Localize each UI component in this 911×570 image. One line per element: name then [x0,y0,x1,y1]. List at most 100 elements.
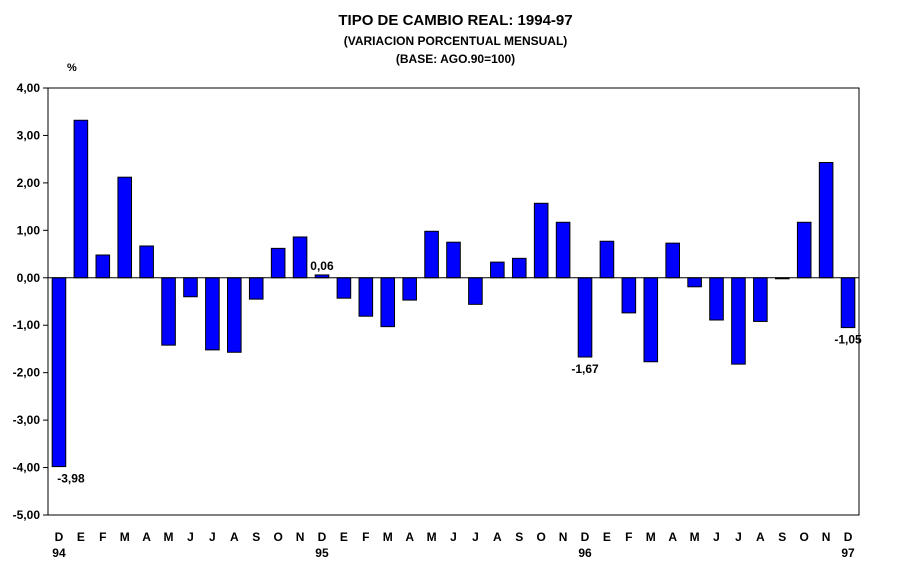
bar [117,176,133,279]
year-label: 97 [841,546,855,560]
x-tick-label: S [252,530,260,544]
x-tick-label: M [427,530,437,544]
x-tick-label: A [493,530,502,544]
y-tick-label: 4,00 [17,81,41,95]
x-axis: D E F M A M J J A S O N D E F M A M J J A S O N D E F M A M J J A S O N D94 9… [52,530,855,560]
x-tick-label: J [735,530,742,544]
y-tick-label: 0,00 [17,271,41,285]
bar [51,277,67,468]
x-tick-label: M [120,530,130,544]
x-tick-label: F [362,530,369,544]
bar [402,277,417,301]
x-tick-label: E [603,530,611,544]
bar [731,277,746,365]
bar [205,277,220,351]
x-tick-label: D [55,530,64,544]
y-unit-label: % [67,62,77,74]
x-tick-label: A [668,530,677,544]
bar [183,277,198,298]
x-tick-label: J [713,530,720,544]
bar [709,277,724,321]
x-tick-label: M [690,530,700,544]
bar [753,277,768,322]
bar [227,277,242,353]
x-tick-label: N [822,530,831,544]
x-tick-label: A [405,530,414,544]
bar [621,277,637,314]
bar [292,236,308,279]
y-tick-label: -4,00 [13,461,41,475]
bar-series [51,119,856,468]
x-tick-label: O [273,530,282,544]
x-tick-label: S [515,530,523,544]
x-tick-label: M [164,530,174,544]
data-label: -1,67 [571,362,599,376]
data-labels: -3,98 0,06 -1,67 -1,05 [57,259,862,486]
x-tick-label: J [450,530,457,544]
bar [248,277,264,300]
x-tick-label: D [318,530,327,544]
bar [818,161,834,279]
x-tick-label: O [800,530,809,544]
data-label: -1,05 [834,333,862,347]
bar [336,277,352,299]
y-tick-label: -3,00 [13,413,41,427]
x-tick-label: A [230,530,239,544]
x-tick-label: M [383,530,393,544]
data-label: 0,06 [310,259,334,273]
x-tick-label: E [77,530,85,544]
x-tick-label: E [340,530,348,544]
y-tick-label: -1,00 [13,318,41,332]
bar [555,221,571,279]
bar [490,261,505,279]
y-axis: 4,00 3,00 2,00 1,00 0,00 -1,00 -2,00 -3,00 -4,00… [13,81,48,522]
chart-title: TIPO DE CAMBIO REAL: 1994-97 [338,12,573,29]
bar [380,277,396,328]
x-tick-label: D [581,530,590,544]
x-tick-label: F [99,530,106,544]
bar [511,257,527,279]
bar [270,247,286,279]
bar [840,277,856,329]
plot-frame [47,87,860,516]
bar [161,277,176,346]
y-tick-label: -2,00 [13,366,41,380]
bar [665,242,680,279]
bar [139,245,154,279]
x-tick-label: A [756,530,765,544]
y-tick-label: -5,00 [13,508,41,522]
x-tick-label: N [296,530,305,544]
bar [95,254,111,279]
x-tick-label: M [646,530,656,544]
y-tick-label: 2,00 [17,176,41,190]
year-label: 94 [52,546,66,560]
x-tick-label: S [778,530,786,544]
x-tick-label: A [142,530,151,544]
x-tick-label: D [844,530,853,544]
x-tick-label: J [209,530,216,544]
x-tick-label: O [537,530,546,544]
chart-base-note: (BASE: AGO.90=100) [395,52,516,66]
bar [358,277,374,317]
chart-subtitle: (VARIACION PORCENTUAL MENSUAL) [343,34,568,48]
x-tick-label: J [187,530,194,544]
bar [687,277,702,288]
bar [73,119,89,279]
bar [533,202,549,279]
year-label: 96 [578,546,592,560]
bar [577,277,593,358]
bar [796,221,812,279]
bar [599,240,615,279]
bar [424,230,439,279]
bar [446,241,461,279]
y-tick-label: 1,00 [17,223,41,237]
data-label: -3,98 [57,472,85,486]
bar [468,277,483,305]
y-tick-label: 3,00 [17,128,41,142]
year-label: 95 [315,546,329,560]
x-tick-label: F [625,530,632,544]
x-tick-label: J [472,530,479,544]
bar [643,277,659,363]
x-tick-label: N [559,530,568,544]
